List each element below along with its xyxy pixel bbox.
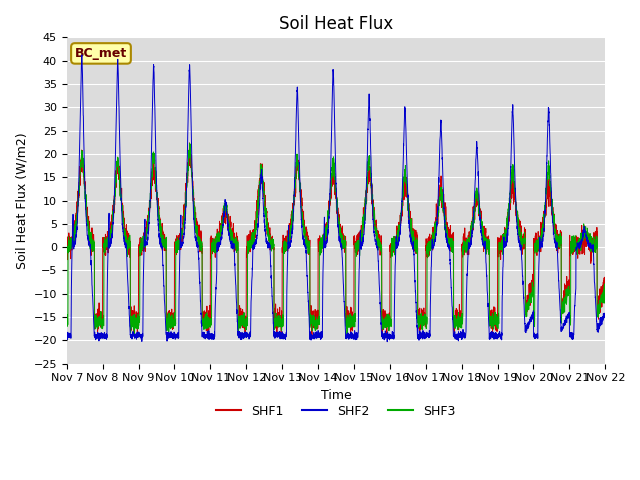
- Legend: SHF1, SHF2, SHF3: SHF1, SHF2, SHF3: [211, 400, 461, 423]
- Y-axis label: Soil Heat Flux (W/m2): Soil Heat Flux (W/m2): [15, 132, 28, 269]
- X-axis label: Time: Time: [321, 389, 351, 402]
- Text: BC_met: BC_met: [75, 47, 127, 60]
- Title: Soil Heat Flux: Soil Heat Flux: [279, 15, 393, 33]
